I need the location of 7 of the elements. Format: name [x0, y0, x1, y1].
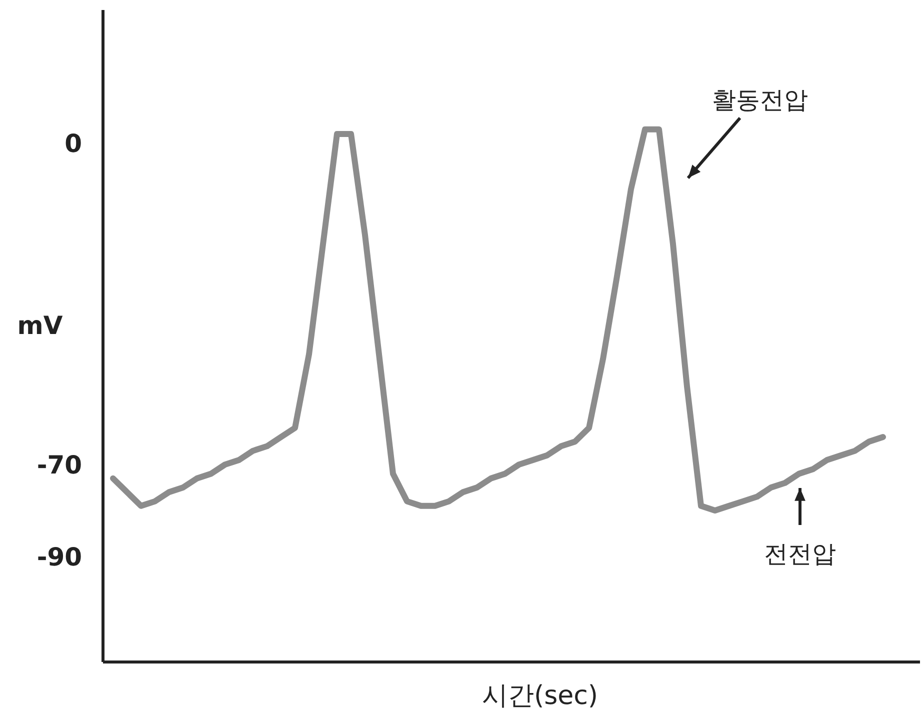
annotation: 전전압: [764, 540, 836, 568]
y-tick-label: 0: [64, 129, 82, 158]
y-tick-label: -90: [36, 542, 82, 572]
y-axis-title: mV: [17, 311, 64, 340]
y-tick-label: -70: [36, 450, 82, 480]
x-axis-title: 시간(sec): [482, 681, 598, 711]
annotation: 활동전압: [712, 86, 808, 114]
